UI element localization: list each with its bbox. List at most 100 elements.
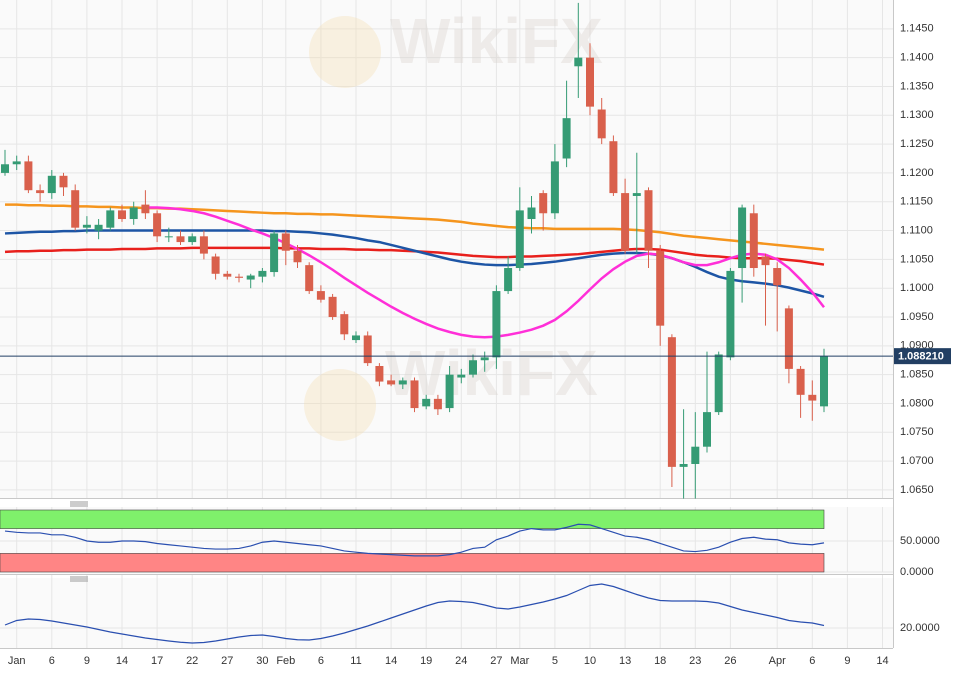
candle-body [36, 190, 45, 194]
candle-body [773, 268, 782, 286]
candle-body [632, 193, 641, 196]
zone-band [0, 553, 825, 573]
y-tick-label: 1.0950 [900, 311, 934, 323]
candle-body [515, 210, 524, 269]
candle-body [749, 213, 758, 269]
candle-body [504, 268, 513, 292]
panel-handle[interactable] [70, 501, 88, 507]
candle-body [153, 213, 162, 237]
candle-body [726, 270, 735, 358]
candle-body [539, 193, 548, 214]
x-tick-label: 13 [619, 655, 631, 667]
y-tick-label: 1.1050 [900, 253, 934, 265]
x-tick-label: 27 [221, 655, 233, 667]
candle-body [761, 256, 770, 266]
candle-body [574, 57, 583, 67]
candle-body [47, 175, 56, 194]
candle-body [679, 463, 688, 467]
candle-body [129, 207, 138, 220]
indicator-line [4, 583, 825, 644]
candle-body [609, 141, 618, 194]
candle-body [422, 398, 431, 407]
y-tick-label: 1.1250 [900, 138, 934, 150]
watermark-logo [304, 369, 376, 441]
y-tick-label: 1.1450 [900, 23, 934, 35]
y-tick-label: 1.0850 [900, 369, 934, 381]
candle-body [59, 175, 68, 188]
candle-body [586, 57, 594, 107]
candle-body [714, 354, 723, 413]
x-tick-label: 30 [256, 655, 268, 667]
candle-body [387, 380, 396, 385]
candle-body [738, 207, 747, 269]
x-tick-label: 17 [151, 655, 163, 667]
candle-body [492, 291, 501, 358]
candle-body [457, 374, 466, 378]
candle-body [316, 291, 325, 300]
zone-band [0, 509, 825, 529]
candle-body [235, 276, 243, 278]
candle-body [305, 265, 314, 292]
x-tick-label: 23 [689, 655, 701, 667]
y-tick-label: 1.1350 [900, 80, 934, 92]
candle-body [550, 161, 559, 214]
y-tick-label: 1.0700 [900, 455, 934, 467]
x-tick-label: 27 [490, 655, 502, 667]
watermark: WikiFX [390, 5, 603, 77]
candle-body [480, 357, 489, 361]
candle-body [258, 270, 267, 277]
last-price-label: 1.088210 [898, 351, 944, 363]
candle-body [808, 394, 817, 401]
candle-body [820, 356, 828, 407]
candle-body [656, 250, 665, 326]
candle-body [71, 190, 80, 228]
y-tick-label: 20.0000 [900, 622, 940, 634]
panel-handle[interactable] [70, 576, 88, 582]
candle-body [363, 335, 372, 364]
x-tick-label: Feb [276, 655, 295, 667]
candle-body [199, 236, 208, 254]
lower-panel [0, 578, 893, 648]
watermark-logo [309, 16, 381, 88]
candle-body [398, 380, 407, 385]
candle-body [106, 210, 115, 228]
watermarks: WikiFX WikiFX [304, 5, 603, 441]
x-tick-label: 14 [385, 655, 397, 667]
candle-body [223, 273, 232, 277]
candle-body [188, 236, 197, 243]
y-tick-label: 1.1400 [900, 52, 934, 64]
x-tick-label: 19 [420, 655, 432, 667]
x-tick-label: 6 [318, 655, 324, 667]
candle-body [796, 368, 805, 395]
candle-body [293, 250, 302, 263]
x-tick-label: 9 [84, 655, 90, 667]
candle-body [118, 210, 126, 220]
candle-body [445, 374, 454, 409]
candle-body [352, 335, 360, 341]
candle-body [340, 314, 349, 335]
x-tick-label: Apr [769, 655, 786, 667]
candle-body [281, 233, 290, 251]
y-tick-label: 1.1150 [900, 196, 933, 208]
x-tick-label: 5 [552, 655, 558, 667]
candle-body [164, 236, 173, 238]
candle-body [82, 224, 91, 228]
candle-body [621, 193, 630, 251]
x-tick-label: 6 [809, 655, 815, 667]
candle-body [375, 366, 384, 382]
indicator-line [4, 523, 825, 557]
last-price-box [894, 348, 951, 365]
candle-body [24, 161, 33, 191]
x-tick-label: 6 [49, 655, 55, 667]
x-tick-label: 26 [724, 655, 736, 667]
watermark: WikiFX [385, 337, 598, 409]
candle-body [433, 398, 442, 410]
x-tick-label: Mar [510, 655, 529, 667]
candle-body [141, 204, 150, 214]
y-tick-label: 1.1100 [900, 224, 933, 236]
x-tick-label: 18 [654, 655, 666, 667]
candle-body [784, 308, 793, 369]
